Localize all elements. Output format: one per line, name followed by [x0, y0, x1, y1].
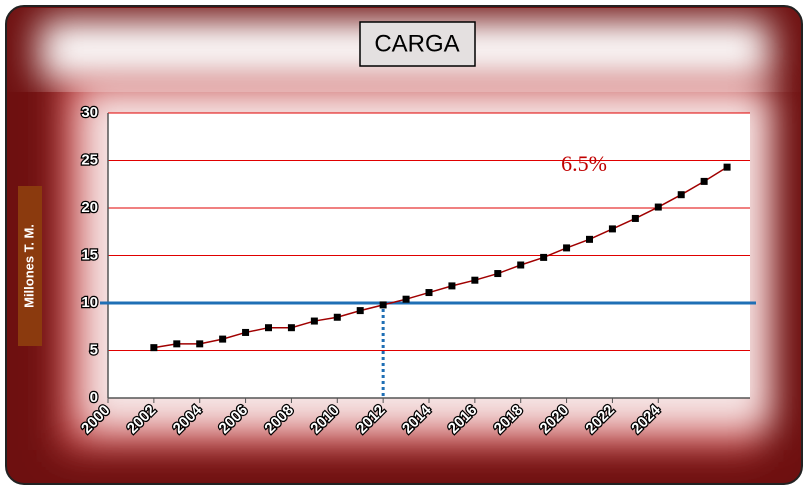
y-tick-label: 0: [90, 389, 98, 406]
data-point: [287, 324, 295, 332]
data-point: [563, 244, 571, 252]
series-line: [153, 166, 728, 349]
data-point: [494, 270, 502, 278]
y-label-box: [18, 186, 42, 346]
y-tick-label: 5: [90, 341, 98, 358]
data-point: [700, 177, 708, 185]
data-point: [219, 335, 227, 343]
title-box: [359, 21, 476, 67]
data-point: [586, 235, 593, 243]
chart-title: CARGA: [374, 30, 459, 57]
frame-border: [5, 5, 803, 485]
y-tick-label: 25: [81, 151, 98, 168]
data-point: [402, 295, 410, 303]
data-point: [448, 282, 456, 290]
y-tick-label: 20: [81, 199, 98, 216]
data-point: [654, 203, 662, 211]
data-point: [677, 191, 685, 199]
data-point: [631, 214, 639, 222]
data-point: [540, 253, 548, 261]
y-axis-label: Millones T. M.: [21, 224, 36, 308]
data-point: [333, 313, 341, 321]
data-point: [471, 276, 479, 284]
data-point: [608, 225, 616, 233]
data-point: [150, 344, 158, 352]
data-point: [379, 301, 387, 309]
y-tick-label: 15: [81, 246, 98, 263]
data-point: [425, 289, 433, 297]
data-point: [173, 340, 181, 348]
data-point: [242, 328, 250, 336]
y-tick-label: 10: [81, 294, 98, 311]
data-point: [517, 261, 525, 269]
data-point: [723, 163, 731, 171]
y-tick-label: 30: [81, 104, 98, 121]
annotation: 6.5%: [561, 151, 607, 176]
data-point: [196, 340, 204, 348]
data-point: [265, 324, 272, 332]
data-point: [310, 317, 318, 325]
data-point: [356, 307, 364, 315]
